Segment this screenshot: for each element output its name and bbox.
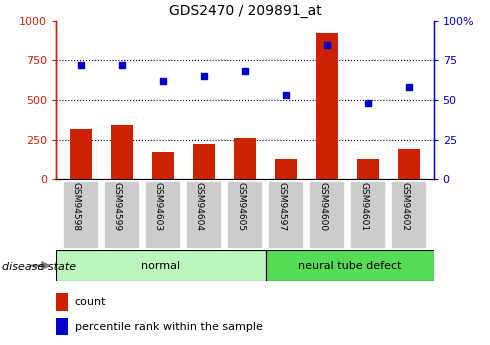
Text: GSM94599: GSM94599 xyxy=(113,181,122,231)
Bar xyxy=(266,250,434,281)
Point xyxy=(405,85,413,90)
Bar xyxy=(56,318,68,335)
FancyBboxPatch shape xyxy=(227,181,263,249)
Text: percentile rank within the sample: percentile rank within the sample xyxy=(75,322,263,332)
FancyBboxPatch shape xyxy=(186,181,222,249)
FancyBboxPatch shape xyxy=(350,181,386,249)
Title: GDS2470 / 209891_at: GDS2470 / 209891_at xyxy=(169,4,321,18)
FancyBboxPatch shape xyxy=(145,181,181,249)
Bar xyxy=(56,250,266,281)
FancyBboxPatch shape xyxy=(268,181,304,249)
Text: GSM94600: GSM94600 xyxy=(318,181,327,231)
Text: GSM94598: GSM94598 xyxy=(72,181,81,231)
Point xyxy=(241,69,249,74)
FancyBboxPatch shape xyxy=(104,181,140,249)
Point xyxy=(323,42,331,47)
Text: count: count xyxy=(75,297,106,307)
FancyBboxPatch shape xyxy=(391,181,427,249)
Point xyxy=(200,73,208,79)
Text: GSM94597: GSM94597 xyxy=(277,181,286,231)
Text: normal: normal xyxy=(142,261,180,270)
Bar xyxy=(357,159,379,179)
Bar xyxy=(70,129,92,179)
Bar xyxy=(56,293,68,310)
Bar xyxy=(193,144,215,179)
FancyBboxPatch shape xyxy=(309,181,345,249)
Point xyxy=(159,78,167,84)
Text: GSM94604: GSM94604 xyxy=(195,181,204,230)
Text: neural tube defect: neural tube defect xyxy=(298,261,401,270)
Point xyxy=(118,62,126,68)
Bar xyxy=(234,138,256,179)
Point xyxy=(364,100,372,106)
Bar xyxy=(275,159,297,179)
Bar xyxy=(152,152,174,179)
Text: disease state: disease state xyxy=(2,262,76,272)
Text: GSM94603: GSM94603 xyxy=(154,181,163,231)
Text: GSM94605: GSM94605 xyxy=(236,181,245,231)
Text: GSM94602: GSM94602 xyxy=(400,181,409,230)
Text: GSM94601: GSM94601 xyxy=(359,181,368,231)
Point xyxy=(77,62,85,68)
FancyBboxPatch shape xyxy=(63,181,99,249)
Bar xyxy=(398,149,420,179)
Bar xyxy=(316,33,338,179)
Point xyxy=(282,92,290,98)
Bar xyxy=(111,126,133,179)
